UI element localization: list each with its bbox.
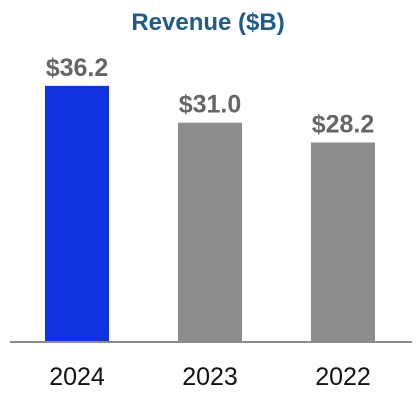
bar-value-label-2022: $28.2 bbox=[312, 110, 375, 138]
x-tick-label-2024: 2024 bbox=[49, 363, 105, 391]
bar-2023 bbox=[178, 122, 242, 342]
value-labels-group: $36.2 $31.0 $28.2 bbox=[46, 54, 375, 139]
chart-title: Revenue ($B) bbox=[131, 9, 284, 36]
bar-value-label-2023: $31.0 bbox=[179, 91, 242, 119]
bars-group bbox=[45, 85, 375, 342]
bar-value-label-2024: $36.2 bbox=[46, 54, 109, 82]
bar-2022 bbox=[311, 142, 375, 342]
bar-2024 bbox=[45, 85, 109, 342]
x-tick-label-2022: 2022 bbox=[315, 363, 371, 391]
x-tick-label-2023: 2023 bbox=[182, 363, 238, 391]
x-tick-labels-group: 2024 2023 2022 bbox=[49, 363, 371, 391]
